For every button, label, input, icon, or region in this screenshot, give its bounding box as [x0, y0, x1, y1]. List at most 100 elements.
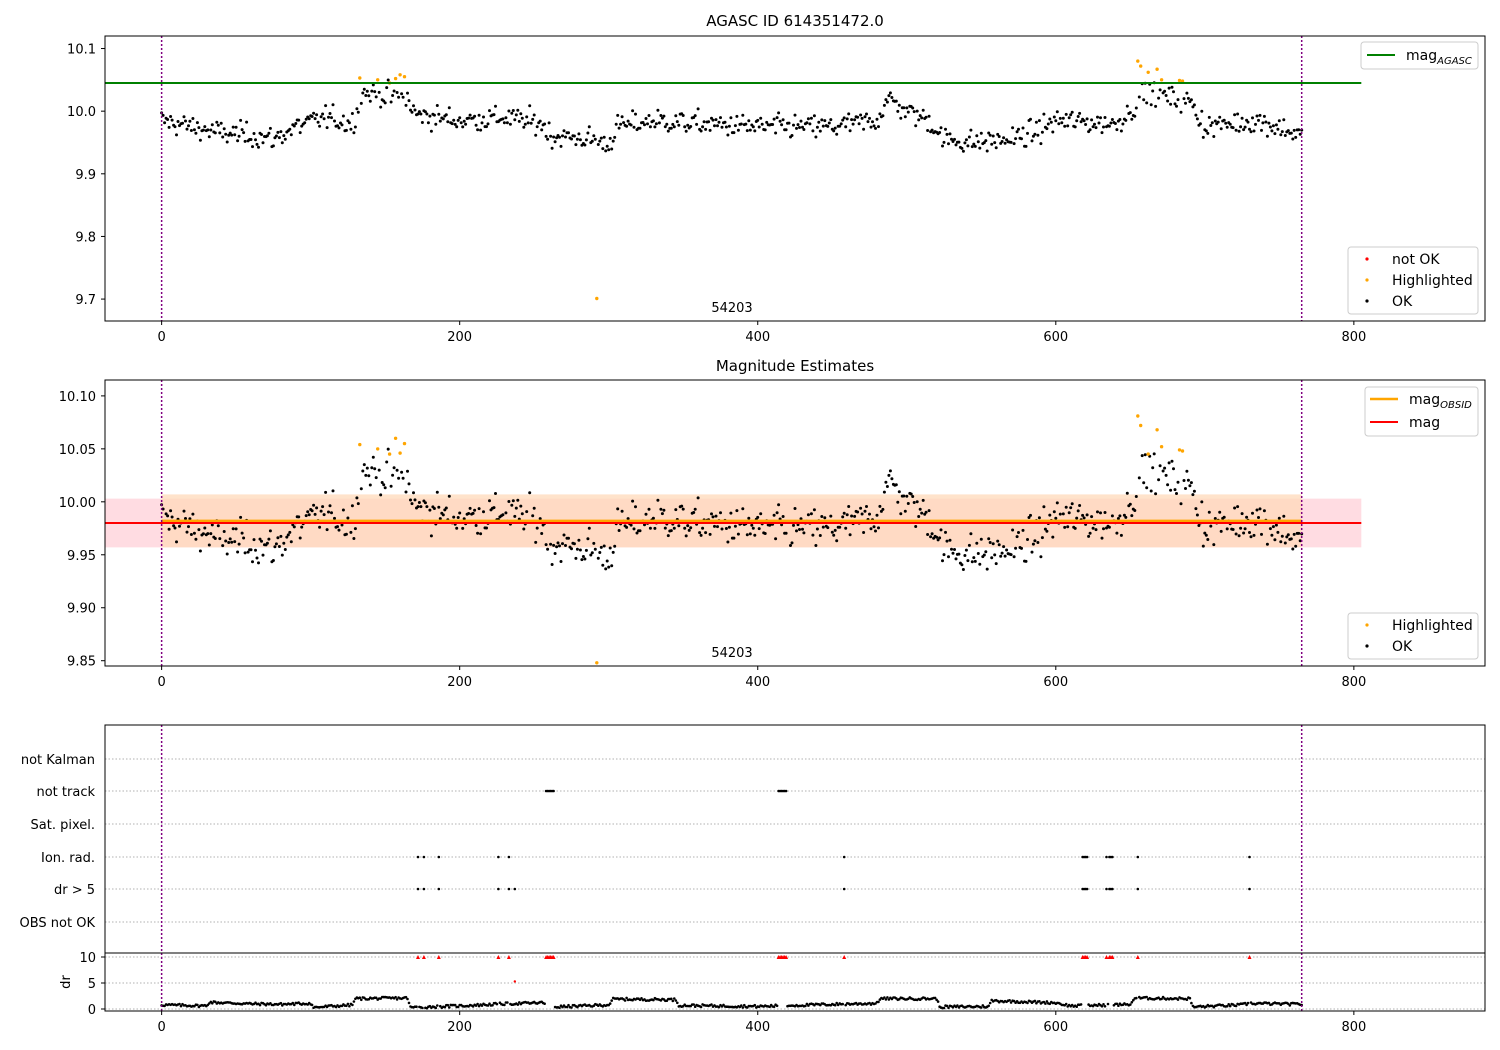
ok-point [796, 123, 800, 127]
ok-point [772, 513, 776, 517]
dr-point [1176, 998, 1180, 1001]
ok-point [829, 118, 833, 122]
ok-point [236, 139, 240, 143]
ok-point [759, 512, 763, 516]
ok-point [1273, 132, 1277, 136]
ok-point [1277, 516, 1281, 520]
ok-point [979, 537, 983, 541]
ok-point [672, 125, 676, 129]
ok-point [1005, 548, 1009, 552]
ok-point [874, 126, 877, 130]
ok-point [669, 126, 673, 130]
dr-point [516, 1003, 520, 1006]
ok-point [225, 552, 229, 556]
ok-point [578, 138, 582, 142]
ok-point [306, 510, 310, 514]
ok-point [912, 110, 916, 114]
ok-point [364, 473, 368, 477]
ok-point [1185, 91, 1189, 95]
dr-point [610, 999, 613, 1002]
ok-point [607, 148, 611, 152]
ok-point [416, 112, 420, 116]
ok-point [188, 517, 192, 521]
ok-point [492, 506, 496, 510]
y-tick-label: 9.9 [75, 168, 96, 183]
ok-point [209, 532, 213, 536]
ok-point [181, 121, 184, 125]
ok-point [820, 515, 824, 518]
ok-point [1057, 122, 1061, 126]
ok-point [236, 550, 240, 554]
dr-point [833, 1003, 837, 1007]
ok-point [1262, 509, 1266, 513]
ok-point [169, 509, 173, 513]
ok-point [842, 116, 846, 120]
ok-point [644, 512, 648, 516]
ok-point [979, 131, 983, 135]
ok-point [310, 509, 314, 513]
ok-point [1218, 115, 1222, 119]
dr-point [1048, 1002, 1052, 1006]
ok-point [599, 545, 603, 549]
ok-point [890, 477, 894, 481]
ok-point [255, 556, 259, 560]
ok-point [170, 118, 174, 122]
ok-point [1075, 119, 1079, 123]
dr-point [692, 1003, 695, 1006]
dr-point [623, 999, 627, 1002]
ok-point [438, 119, 442, 123]
ok-point [687, 528, 691, 532]
ok-point [1258, 507, 1262, 511]
ok-point [175, 540, 178, 544]
ok-point [662, 114, 666, 118]
ok-point [473, 508, 477, 512]
ok-point [1042, 505, 1046, 509]
ok-point [461, 125, 465, 129]
ok-point [1049, 120, 1053, 124]
ok-point [616, 507, 620, 511]
ok-point [1222, 118, 1226, 122]
ok-point [1201, 135, 1205, 139]
ok-point [957, 552, 961, 556]
ok-point [1271, 124, 1275, 128]
ok-point [359, 487, 363, 491]
ok-point [842, 511, 846, 515]
ok-point [1137, 476, 1141, 480]
ok-point [994, 562, 998, 566]
ok-point [704, 127, 708, 131]
ok-point [291, 523, 295, 527]
ok-point [945, 132, 949, 136]
ok-point [1058, 512, 1062, 516]
ok-point [532, 506, 536, 510]
ok-point [188, 119, 192, 123]
ok-point [331, 489, 335, 493]
ok-point [555, 136, 559, 140]
ok-point [799, 517, 803, 521]
ok-point [344, 532, 348, 536]
highlighted-point [1146, 70, 1150, 75]
ok-point [801, 527, 804, 531]
ok-point [806, 117, 810, 121]
ok-point [985, 149, 989, 153]
ok-point [246, 550, 250, 554]
ok-point [590, 551, 594, 555]
ok-point [1225, 125, 1229, 129]
dr-point [710, 1003, 713, 1006]
ok-point [233, 133, 237, 137]
ok-point [517, 119, 521, 123]
ok-point [784, 531, 788, 535]
ok-point [720, 125, 724, 129]
ok-point [1026, 538, 1029, 541]
dr-point [671, 999, 675, 1003]
ok-point [1189, 481, 1193, 485]
ok-point [230, 540, 234, 544]
ok-point [963, 554, 967, 557]
ok-point [210, 523, 214, 527]
dr-point [980, 1006, 983, 1009]
ok-point [882, 103, 886, 107]
ok-point [407, 99, 411, 103]
dr-clipped-marker [1085, 955, 1090, 959]
ok-point [1154, 104, 1158, 108]
ok-point [1061, 512, 1065, 516]
ok-point [546, 547, 550, 551]
